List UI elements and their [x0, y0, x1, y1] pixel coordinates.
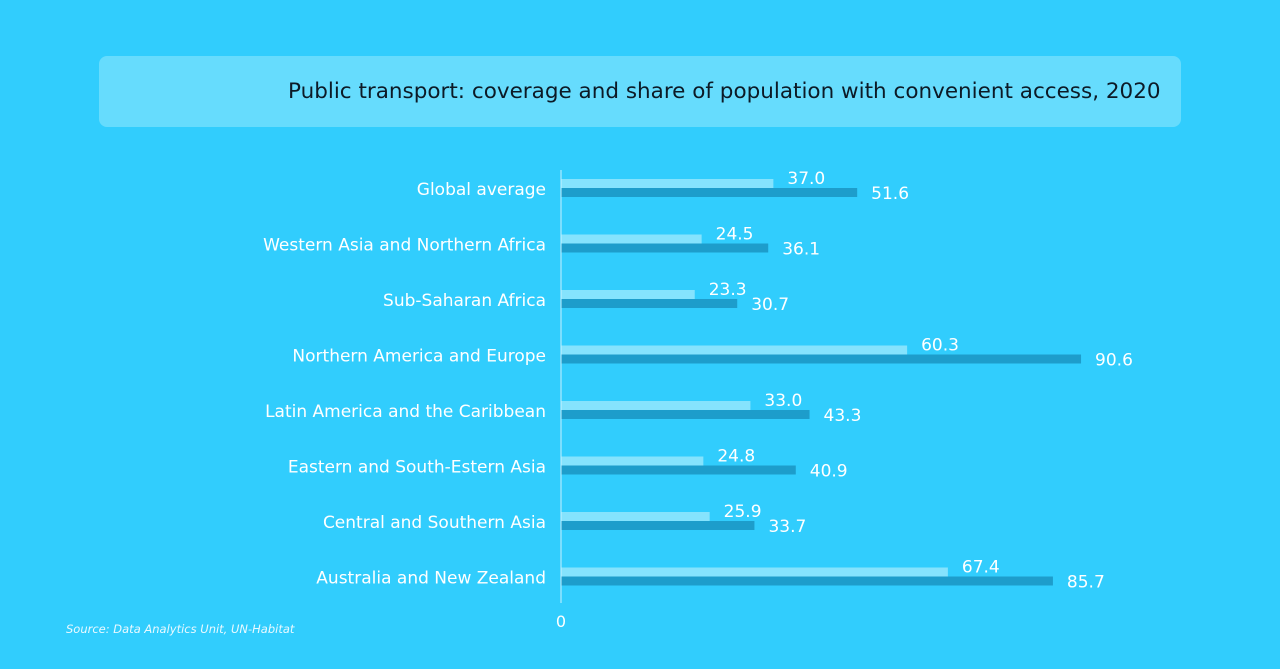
data-label-series-1-australia-and-new-zealand: 67.4: [962, 558, 1000, 578]
bar-series-1-sub-saharan-africa: [561, 290, 695, 299]
chart-title: Public transport: coverage and share of …: [288, 79, 1161, 104]
data-label-series-1-sub-saharan-africa: 23.3: [709, 280, 747, 300]
data-label-series-1-eastern-and-south-estern-asia: 24.8: [717, 447, 755, 467]
title-box: Public transport: coverage and share of …: [99, 56, 1181, 127]
bars-group: [561, 179, 1082, 586]
x-tick-label-0: 0: [556, 612, 566, 631]
data-label-series-2-global-average: 51.6: [871, 184, 909, 204]
bar-series-1-northern-america-and-europe: [561, 345, 908, 355]
category-label-sub-saharan-africa: Sub-Saharan Africa: [383, 291, 546, 311]
data-label-series-2-sub-saharan-africa: 30.7: [751, 295, 789, 315]
bar-series-1-eastern-and-south-estern-asia: [561, 456, 704, 466]
bar-series-1-western-asia-and-northern-africa: [561, 234, 702, 244]
bar-series-2-northern-america-and-europe: [561, 354, 1082, 364]
data-label-series-1-latin-america-and-the-caribbean: 33.0: [764, 391, 802, 411]
category-label-western-asia-and-northern-africa: Western Asia and Northern Africa: [263, 236, 546, 256]
bar-series-2-sub-saharan-africa: [561, 299, 738, 308]
bar-series-1-central-and-southern-asia: [561, 512, 710, 521]
data-label-series-2-eastern-and-south-estern-asia: 40.9: [810, 462, 848, 482]
data-label-series-2-western-asia-and-northern-africa: 36.1: [782, 240, 820, 260]
data-label-series-2-central-and-southern-asia: 33.7: [768, 517, 806, 537]
data-label-series-1-northern-america-and-europe: 60.3: [921, 336, 959, 356]
data-label-series-2-australia-and-new-zealand: 85.7: [1067, 573, 1105, 593]
bar-series-1-australia-and-new-zealand: [561, 567, 948, 577]
category-label-latin-america-and-the-caribbean: Latin America and the Caribbean: [265, 402, 546, 422]
data-label-series-2-latin-america-and-the-caribbean: 43.3: [824, 406, 862, 426]
bar-series-2-australia-and-new-zealand: [561, 576, 1053, 586]
data-label-series-2-northern-america-and-europe: 90.6: [1095, 351, 1133, 371]
bar-series-2-western-asia-and-northern-africa: [561, 243, 769, 253]
bar-series-1-latin-america-and-the-caribbean: [561, 401, 751, 410]
data-label-series-1-western-asia-and-northern-africa: 24.5: [716, 225, 754, 245]
category-label-central-and-southern-asia: Central and Southern Asia: [323, 513, 546, 533]
bar-series-2-eastern-and-south-estern-asia: [561, 465, 796, 475]
data-label-series-1-central-and-southern-asia: 25.9: [724, 502, 762, 522]
category-label-eastern-and-south-estern-asia: Eastern and South-Estern Asia: [288, 458, 546, 478]
bar-series-2-latin-america-and-the-caribbean: [561, 410, 810, 419]
source-note: Source: Data Analytics Unit, UN-Habitat: [66, 622, 295, 636]
category-label-northern-america-and-europe: Northern America and Europe: [292, 347, 546, 367]
category-label-australia-and-new-zealand: Australia and New Zealand: [316, 569, 546, 589]
labels-group: Global average 37.0 51.6 Western Asia and N…: [263, 169, 1133, 593]
bar-series-2-central-and-southern-asia: [561, 521, 755, 530]
category-label-global-average: Global average: [417, 180, 546, 200]
data-label-series-1-global-average: 37.0: [787, 169, 825, 189]
bar-series-2-global-average: [561, 188, 858, 197]
bar-series-1-global-average: [561, 179, 774, 188]
